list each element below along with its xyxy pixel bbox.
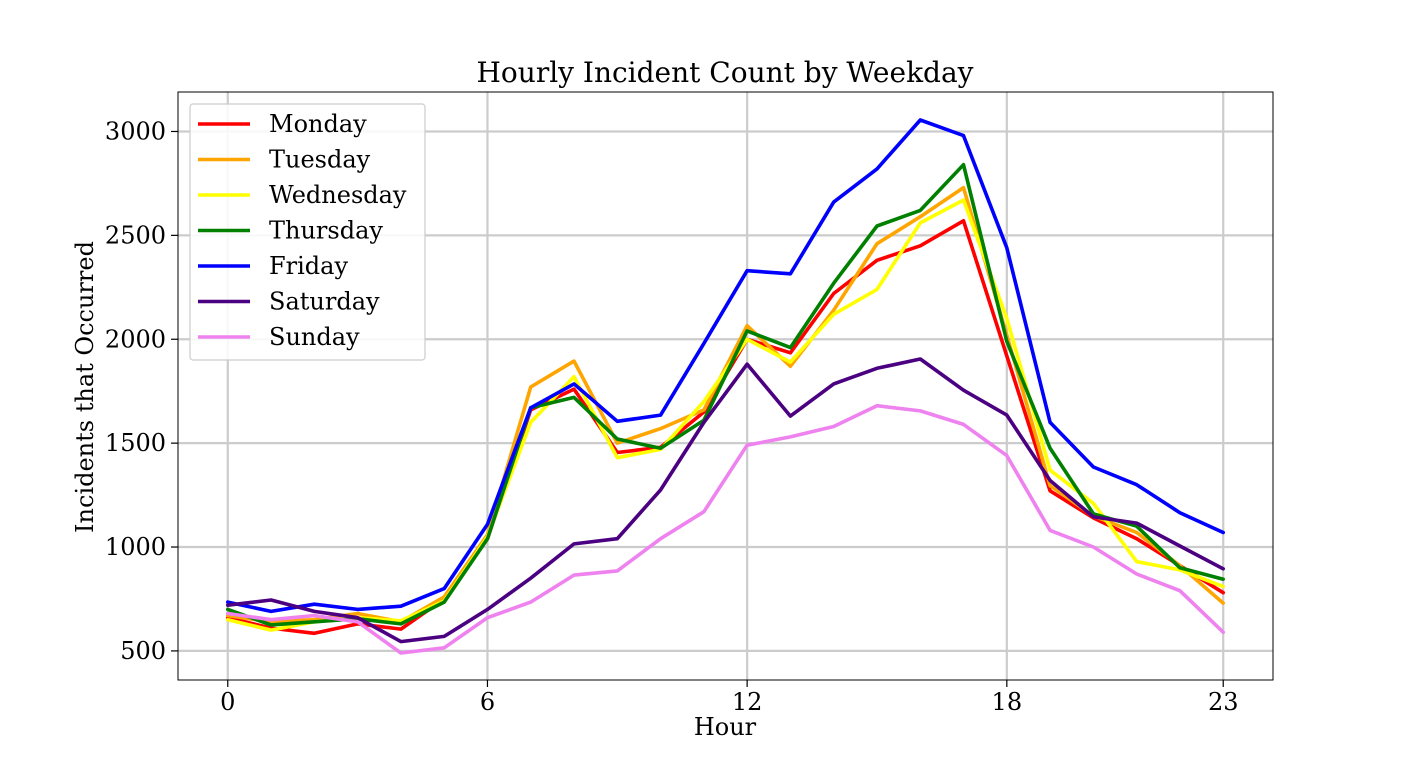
y-axis-label: Incidents that Occurred bbox=[71, 241, 99, 533]
legend: Monday Tuesday Wednesday Thursday Friday Satu… bbox=[189, 103, 426, 361]
legend-label-saturday: Saturday bbox=[269, 288, 380, 316]
series-line-wednesday bbox=[226, 198, 1225, 632]
series-line-thursday bbox=[226, 162, 1225, 627]
x-tick-label: 0 bbox=[220, 688, 235, 716]
legend-label-tuesday: Tuesday bbox=[269, 146, 371, 174]
y-tick-label: 1000 bbox=[105, 533, 166, 561]
plot-area-frame bbox=[177, 91, 1274, 681]
legend-label-friday: Friday bbox=[269, 252, 348, 280]
x-tick-label: 18 bbox=[992, 688, 1023, 716]
y-tick-label: 2000 bbox=[105, 325, 166, 353]
y-tick-label: 3000 bbox=[105, 117, 166, 145]
x-tick-label: 12 bbox=[732, 688, 763, 716]
y-tick-label: 1500 bbox=[105, 429, 166, 457]
x-tick-label: 23 bbox=[1208, 688, 1239, 716]
y-tick-label: 2500 bbox=[105, 221, 166, 249]
legend-label-sunday: Sunday bbox=[269, 323, 360, 351]
x-tick-label: 6 bbox=[480, 688, 495, 716]
series-lines bbox=[226, 118, 1225, 655]
series-line-saturday bbox=[226, 357, 1225, 644]
legend-label-thursday: Thursday bbox=[269, 217, 383, 245]
legend-label-wednesday: Wednesday bbox=[269, 181, 407, 209]
series-line-friday bbox=[226, 118, 1225, 614]
legend-label-monday: Monday bbox=[269, 110, 367, 138]
axis-ticks: 0 6 12 18 23 500 1000 1500 2000 2500 3000 bbox=[105, 117, 1239, 716]
series-line-sunday bbox=[226, 403, 1225, 655]
legend-box bbox=[189, 103, 426, 361]
chart-title: Hourly Incident Count by Weekday bbox=[477, 56, 974, 89]
x-axis-label: Hour bbox=[694, 713, 757, 741]
y-tick-label: 500 bbox=[120, 637, 166, 665]
